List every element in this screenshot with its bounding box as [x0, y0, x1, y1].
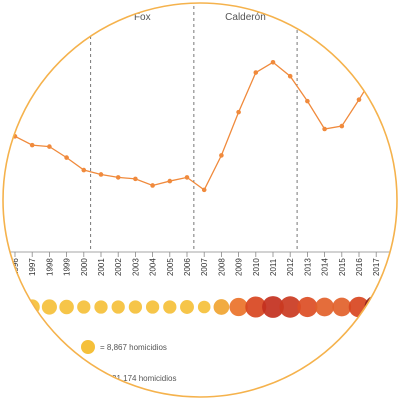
bubble-row [7, 295, 388, 319]
x-tick-label: 2014 [321, 258, 330, 276]
data-point [98, 172, 104, 177]
x-tick-label: 2005 [166, 258, 175, 276]
data-point [150, 183, 155, 188]
data-point [236, 109, 241, 115]
legend-swatch [81, 340, 95, 354]
x-tick-label: 2016 [355, 258, 364, 276]
bubble [41, 299, 57, 315]
data-point [356, 97, 362, 102]
legend-label: = 8,867 homicidios [100, 343, 167, 352]
bubble [163, 300, 177, 314]
legend: = 8,867 homicidios 31,174 homicidios [81, 340, 176, 383]
data-point [184, 175, 190, 180]
chart-content: Fox Calderón 1996 1997 1998 1999 2000 2001 2002… [3, 3, 397, 383]
bubble [128, 300, 143, 314]
data-point [322, 126, 327, 132]
bubble [245, 296, 267, 318]
bubble [7, 299, 23, 315]
data-point [81, 167, 87, 173]
bubble [213, 299, 230, 315]
data-point [219, 153, 224, 158]
x-tick-label: 2011 [269, 258, 278, 276]
x-tick-label: 2015 [338, 258, 347, 276]
period-label: Calderón [225, 12, 266, 23]
bubble [145, 300, 160, 314]
bubble [59, 299, 74, 315]
x-tick-label: 2002 [114, 258, 123, 276]
x-tick-label: 2000 [80, 258, 89, 276]
data-point [115, 175, 121, 180]
x-tick-label: 1997 [28, 258, 37, 276]
x-tick-label: 2010 [252, 258, 261, 276]
bubble [197, 300, 211, 314]
x-tick-label: 2004 [149, 258, 158, 276]
bubble [262, 296, 284, 318]
data-point [339, 123, 345, 129]
series-line [14, 61, 377, 191]
data-point [270, 59, 276, 65]
x-axis: 1996 1997 1998 1999 2000 2001 2002 2003 2004 2005… [3, 251, 397, 276]
period-dividers [90, 3, 298, 252]
period-labels: Fox Calderón [134, 12, 266, 23]
period-label: Fox [134, 12, 151, 23]
bubble [111, 300, 125, 314]
x-tick-label: 1998 [45, 258, 54, 276]
x-tick-label: 2003 [131, 258, 140, 276]
bubble [229, 297, 248, 317]
x-tick-label: 2012 [286, 258, 295, 276]
bubble [364, 295, 388, 319]
bubble [297, 296, 318, 318]
data-point [201, 187, 207, 193]
bubble [180, 300, 194, 314]
x-tick-label: 2009 [235, 258, 244, 276]
x-tick-label: 2001 [97, 258, 106, 276]
x-tick-label: 2013 [303, 258, 312, 276]
x-tick-label: 1999 [63, 258, 72, 276]
data-point [373, 69, 379, 75]
bubble [332, 297, 352, 317]
data-point [133, 176, 138, 182]
bubble [94, 300, 108, 314]
data-point [29, 142, 35, 148]
x-tick-label: 2007 [200, 258, 209, 276]
bubble [77, 300, 91, 314]
x-tick-label: 2006 [183, 258, 192, 276]
data-point [64, 155, 69, 160]
line-series [12, 59, 379, 193]
data-point [287, 73, 293, 79]
data-point [305, 98, 310, 104]
x-tick-label: 2017 [372, 258, 381, 276]
data-point [253, 70, 259, 75]
x-tick-label: 2008 [217, 258, 226, 276]
data-point [167, 178, 173, 184]
bubble [279, 296, 301, 318]
legend-label: 31,174 homicidios [112, 374, 176, 383]
bubble [315, 297, 334, 317]
data-point [47, 144, 52, 149]
